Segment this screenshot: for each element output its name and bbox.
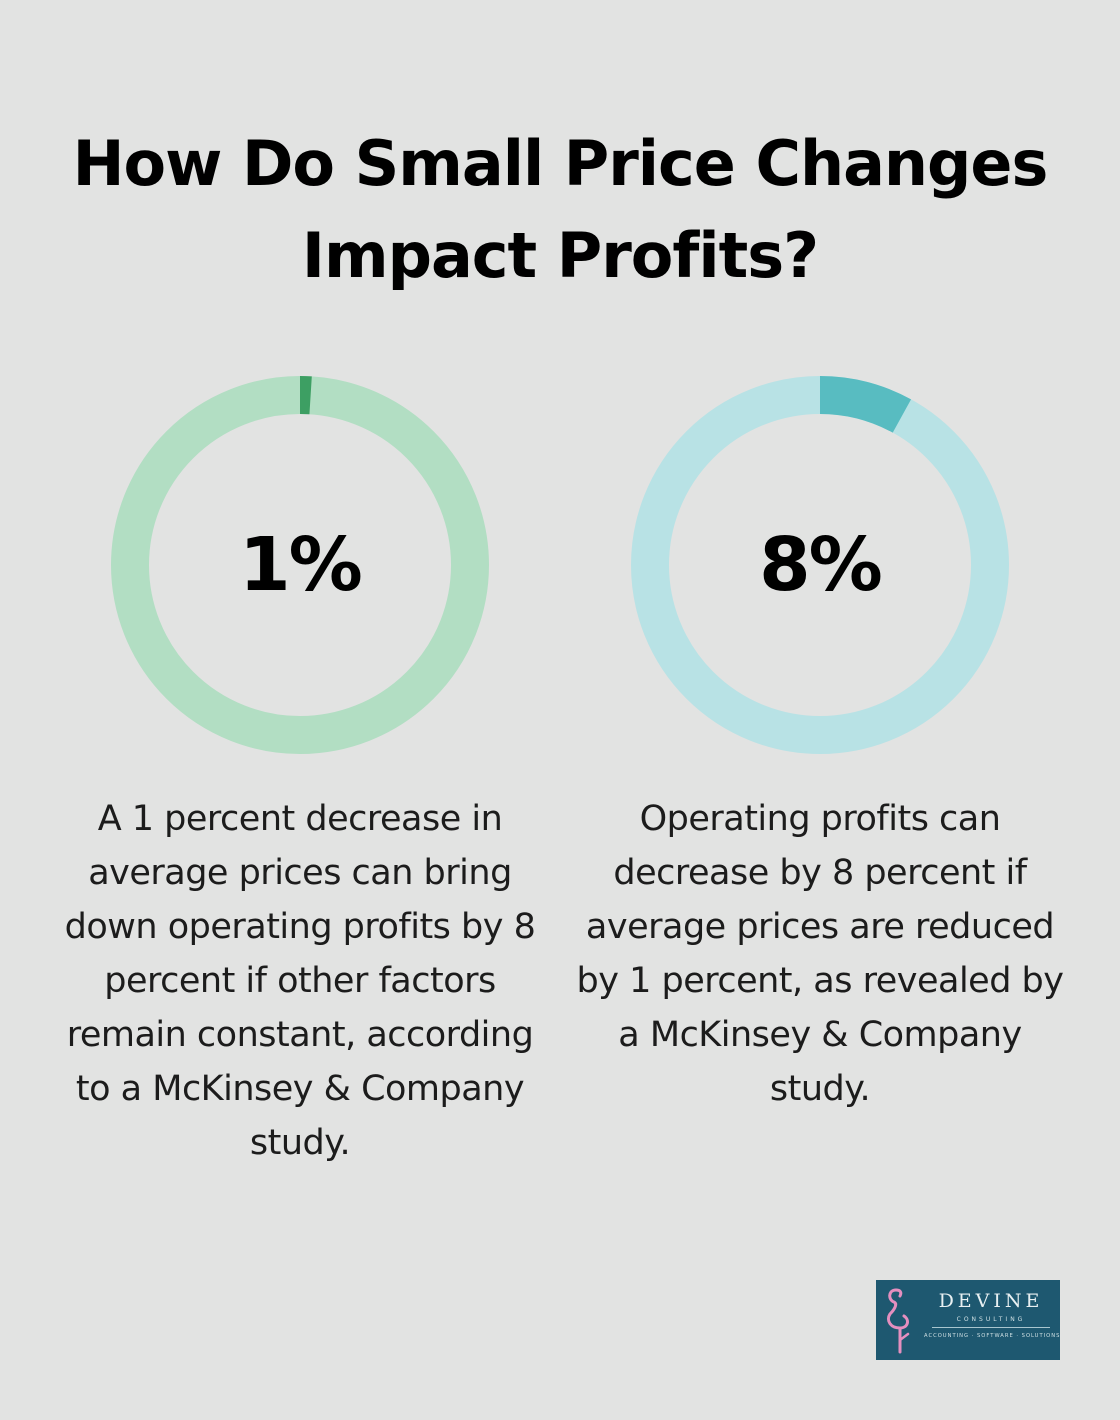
stat-donut-2: 8% — [625, 370, 1015, 760]
logo-subtitle: CONSULTING — [956, 1316, 1026, 1323]
stat-value-1: 1% — [239, 522, 363, 608]
logo-tagline: ACCOUNTING · SOFTWARE · SOLUTIONS — [924, 1333, 1061, 1339]
stat-value-2: 8% — [759, 522, 883, 608]
page-title: How Do Small Price Changes Impact Profit… — [72, 127, 1049, 292]
logo-wordmark: DEVINE — [938, 1290, 1044, 1312]
donut-chart-2 — [631, 376, 1009, 754]
donut-value-arc-2 — [631, 376, 1009, 754]
stat-description-1: A 1 percent decrease in average prices c… — [64, 799, 536, 1163]
donut-value-arc-1 — [111, 376, 489, 754]
stat-description-2: Operating profits can decrease by 8 perc… — [576, 799, 1064, 1109]
stat-donut-1: 1% — [105, 370, 495, 760]
flamingo-icon — [886, 1288, 910, 1354]
donut-chart-1 — [111, 376, 489, 754]
logo-divider — [932, 1327, 1050, 1328]
company-logo: DEVINE CONSULTING ACCOUNTING · SOFTWARE … — [876, 1280, 1060, 1360]
